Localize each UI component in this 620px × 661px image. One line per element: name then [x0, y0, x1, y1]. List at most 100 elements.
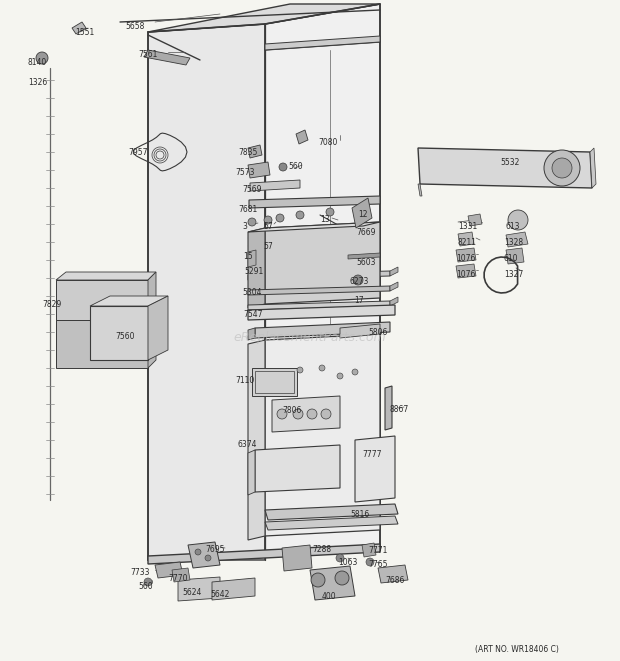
Polygon shape — [188, 542, 220, 568]
Polygon shape — [456, 264, 476, 278]
Polygon shape — [390, 297, 398, 306]
Polygon shape — [148, 272, 156, 368]
Polygon shape — [155, 562, 183, 578]
Circle shape — [321, 409, 331, 419]
Text: 560: 560 — [138, 582, 153, 591]
Bar — [252, 368, 297, 396]
Text: 5658: 5658 — [125, 22, 144, 31]
Text: 5806: 5806 — [368, 328, 388, 337]
Polygon shape — [248, 228, 265, 308]
Polygon shape — [72, 22, 86, 34]
Text: 7765: 7765 — [368, 560, 388, 569]
Polygon shape — [340, 324, 380, 338]
Text: 57: 57 — [263, 242, 273, 251]
Polygon shape — [248, 340, 265, 540]
Polygon shape — [56, 272, 156, 280]
Text: 7560: 7560 — [115, 332, 135, 341]
Polygon shape — [352, 198, 372, 228]
Text: 613: 613 — [505, 222, 520, 231]
Polygon shape — [248, 450, 255, 495]
Circle shape — [144, 578, 152, 586]
Polygon shape — [282, 545, 312, 571]
Polygon shape — [506, 248, 524, 264]
Text: 1551: 1551 — [75, 28, 94, 37]
Circle shape — [326, 208, 334, 216]
Text: 57: 57 — [263, 222, 273, 231]
Polygon shape — [265, 504, 398, 520]
Polygon shape — [458, 232, 474, 246]
Polygon shape — [310, 566, 355, 600]
Circle shape — [508, 210, 528, 230]
Text: 5532: 5532 — [500, 158, 520, 167]
Text: 1327: 1327 — [504, 270, 523, 279]
Polygon shape — [248, 305, 395, 320]
Text: 1076: 1076 — [456, 254, 476, 263]
Text: 17: 17 — [354, 296, 363, 305]
Circle shape — [337, 373, 343, 379]
Text: 7569: 7569 — [242, 185, 262, 194]
Polygon shape — [378, 565, 408, 583]
Circle shape — [293, 409, 303, 419]
Text: 1063: 1063 — [338, 558, 357, 567]
Circle shape — [319, 365, 325, 371]
Circle shape — [311, 573, 325, 587]
Text: 7771: 7771 — [368, 546, 388, 555]
Polygon shape — [265, 334, 380, 536]
Polygon shape — [248, 222, 380, 232]
Text: 8867: 8867 — [390, 405, 409, 414]
Circle shape — [296, 211, 304, 219]
Polygon shape — [248, 271, 390, 280]
Polygon shape — [212, 578, 255, 600]
Text: 1076: 1076 — [456, 270, 476, 279]
Text: 560: 560 — [288, 162, 303, 171]
Text: 7835: 7835 — [238, 148, 257, 157]
Polygon shape — [248, 328, 255, 340]
Circle shape — [248, 218, 256, 226]
Text: 1328: 1328 — [504, 238, 523, 247]
Polygon shape — [385, 386, 392, 430]
Text: 7777: 7777 — [362, 450, 381, 459]
Polygon shape — [272, 396, 340, 432]
Circle shape — [335, 571, 349, 585]
Polygon shape — [148, 544, 380, 564]
Polygon shape — [456, 248, 476, 262]
Polygon shape — [172, 568, 190, 582]
Polygon shape — [296, 130, 308, 144]
Text: 5816: 5816 — [350, 510, 370, 519]
Text: 12: 12 — [358, 210, 368, 219]
Polygon shape — [248, 286, 390, 295]
Text: 6273: 6273 — [350, 277, 370, 286]
Circle shape — [279, 163, 287, 171]
Text: 7695: 7695 — [205, 545, 224, 554]
Circle shape — [552, 158, 572, 178]
Polygon shape — [90, 296, 168, 306]
Polygon shape — [265, 4, 380, 556]
Text: 5624: 5624 — [182, 588, 202, 597]
Text: 5304: 5304 — [242, 288, 262, 297]
Circle shape — [336, 554, 344, 562]
Text: 8211: 8211 — [458, 238, 477, 247]
Polygon shape — [255, 322, 390, 338]
Text: 7669: 7669 — [356, 228, 376, 237]
Circle shape — [297, 367, 303, 373]
Polygon shape — [148, 4, 380, 32]
Text: 7110: 7110 — [235, 376, 254, 385]
Text: 1331: 1331 — [458, 222, 477, 231]
Text: 7080: 7080 — [318, 138, 337, 147]
Polygon shape — [265, 222, 380, 304]
Text: 7806: 7806 — [282, 406, 301, 415]
Text: 8140: 8140 — [28, 58, 47, 67]
Text: 5291: 5291 — [244, 267, 264, 276]
Text: 3: 3 — [242, 222, 247, 231]
Text: 400: 400 — [322, 592, 337, 601]
Bar — [255, 371, 294, 393]
Polygon shape — [348, 253, 380, 259]
Circle shape — [205, 555, 211, 561]
Circle shape — [264, 216, 272, 224]
Polygon shape — [248, 301, 390, 310]
Circle shape — [277, 409, 287, 419]
Circle shape — [276, 214, 284, 222]
Polygon shape — [248, 145, 262, 158]
Text: eReplacementParts.com: eReplacementParts.com — [234, 332, 386, 344]
Text: 7561: 7561 — [138, 50, 157, 59]
